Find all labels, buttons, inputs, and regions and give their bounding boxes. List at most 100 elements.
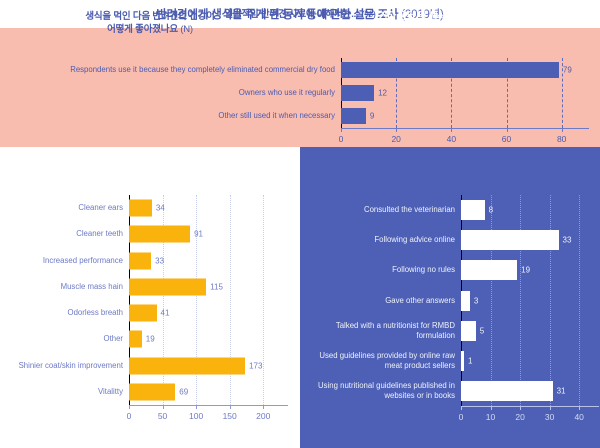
bar [129,357,246,375]
gridline [506,58,508,128]
bar-value-label: 31 [556,386,566,396]
bar [461,260,518,281]
bar [461,380,553,401]
x-axis-tick-label: 0 [458,412,464,422]
chart-title-right-unit: (%) [506,11,522,22]
x-axis-tick-label: 30 [544,412,555,422]
gridline [451,58,453,128]
x-axis-tick [579,406,581,410]
chart-left: Cleaner ears 34 Cleaner teeth 91 Increased p… [0,147,300,448]
x-axis-tick-label: 20 [515,412,525,422]
x-axis-line [129,405,288,406]
bar [129,383,176,401]
x-axis-tick-label: 0 [126,411,132,421]
y-axis-spine [129,195,130,405]
bar-value-label: 33 [155,256,165,266]
x-axis-tick-label: 100 [189,411,204,421]
gridline [520,195,522,406]
bar [461,320,476,341]
bar-value-label: 115 [210,282,223,292]
category-label: Respondents use it because they complete… [70,64,335,74]
x-axis-tick-label: 10 [485,412,496,422]
chart-title-top-unit: (%) [361,9,376,20]
x-axis-tick-label: 50 [157,411,168,421]
x-axis-tick-label: 20 [391,134,401,144]
x-axis-line [461,406,599,407]
x-axis-tick [461,406,462,410]
x-axis-tick [162,405,164,409]
x-axis-tick [263,405,265,409]
bar [461,230,559,251]
gridline [579,195,581,406]
category-label: Consulted the veterinarian [363,205,455,215]
category-label: Cleaner teeth [76,229,123,239]
bar-value-label: 34 [155,203,165,213]
bar-value-label: 33 [562,235,572,245]
category-label: Talked with a nutritionist for RMBD form… [335,320,455,340]
category-label: Other still used it when necessary [218,111,335,121]
chart-right: Consulted the veterinarian 8 Following adv… [300,147,600,448]
bar [129,252,152,270]
x-axis-tick [196,405,198,409]
bar [461,200,485,221]
x-axis-tick-label: 40 [574,412,584,422]
bar [129,304,157,322]
chart-top: Respondents use it because they complete… [0,28,600,147]
chart-title-left-line2: 어떻게 좋아졌나요 [107,24,178,35]
category-label: Using nutritional guidelines published i… [318,380,455,400]
bar [341,85,375,101]
x-axis-tick-label: 0 [338,134,344,144]
x-axis-tick-label: 60 [501,134,512,144]
x-axis-tick-label: 80 [556,134,567,144]
category-label: Following no rules [392,265,455,275]
bar-value-label: 41 [160,308,170,318]
x-axis-tick [229,405,231,409]
bar-value-label: 5 [479,326,485,336]
page-title-year: (2019년) [401,8,444,21]
chart-title-left-line1: 생식을 먹인 다음 반려견의 건강이 [85,11,215,22]
bar [461,350,464,371]
gridline [549,195,551,406]
bar-value-label: 19 [521,265,531,275]
bar-value-label: 19 [145,334,155,344]
bar-value-label: 3 [473,296,479,305]
x-axis-tick [451,128,453,132]
x-axis-tick [396,128,398,132]
x-axis-tick [549,406,551,410]
category-label: Gave other answers [385,295,455,305]
x-axis-line [341,128,589,129]
gridline [196,195,198,405]
category-label: Shinier coat/skin improvement [18,360,123,370]
bar-value-label: 8 [488,205,494,215]
chart-title-right-text: 기타 응답 및 생식 식단 제공 정보 [378,11,505,22]
panel-general-dry-food [0,28,600,147]
gridline [561,58,563,128]
bar [129,330,142,348]
x-axis-tick [561,128,563,132]
x-axis-tick [341,128,342,132]
bar-value-label: 9 [369,111,375,121]
category-label: Owners who use it regularly [238,88,335,97]
gridline [162,195,164,405]
page-header: 반려견에게 생식을 주게 된 동기 등에 관한 설문 조사 (2019년) [0,0,600,27]
bar-value-label: 79 [562,65,572,75]
bar-value-label: 12 [378,88,387,98]
category-label: Muscle mass hain [60,281,123,291]
category-label: Used guidelines provided by online raw m… [319,350,455,370]
plot-box: Respondents use it because they complete… [70,58,589,144]
bar [129,199,152,217]
category-label: Vitalitty [98,386,123,396]
gridline [263,195,265,405]
x-axis-tick [129,405,130,409]
x-axis-tick-label: 200 [256,411,271,421]
bar-value-label: 173 [249,361,263,371]
x-axis-tick-label: 150 [222,411,237,421]
chart-title-left: 생식을 먹인 다음 반려견의 건강이 어떻게 좋아졌나요 (N) [0,10,300,36]
bar [129,278,207,296]
category-label: Following advice online [374,235,455,245]
bar-value-label: 69 [179,387,189,397]
page-title: 반려견에게 생식을 주게 된 동기 등에 관한 설문 조사 (2019년) [156,6,444,22]
x-axis-tick [520,406,522,410]
bar-value-label: 91 [194,229,203,239]
gridline [229,195,231,405]
